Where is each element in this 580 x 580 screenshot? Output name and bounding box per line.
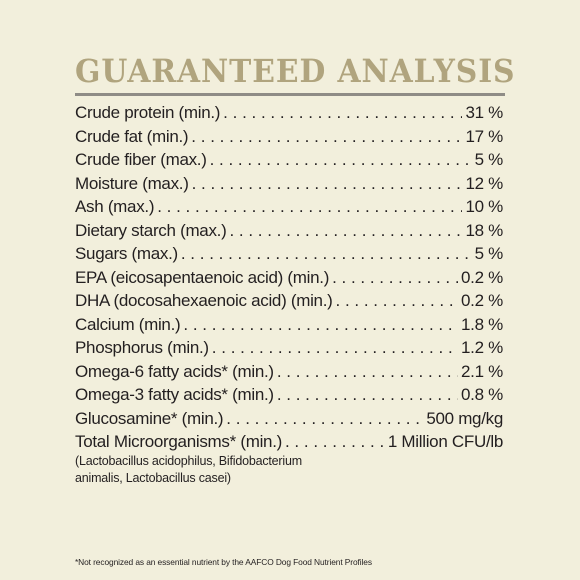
nutrient-label: Ash (max.) [75, 197, 155, 216]
nutrient-value: 0.8 % [461, 385, 503, 404]
analysis-row: Total Microorganisms* (min.) 1 Million C… [75, 430, 503, 454]
analysis-row: Omega-6 fatty acids* (min.) 2.1 % [75, 360, 503, 384]
nutrient-value: 10 % [465, 197, 503, 216]
nutrient-label: DHA (docosahexaenoic acid) (min.) [75, 291, 333, 310]
dot-leader [226, 407, 423, 431]
microorganisms-note: (Lactobacillus acidophilus, Bifidobacter… [75, 453, 302, 485]
dot-leader [229, 219, 462, 243]
dot-leader [285, 430, 385, 454]
dot-leader [192, 172, 463, 196]
nutrient-label: Glucosamine* (min.) [75, 408, 224, 428]
dot-leader [277, 360, 458, 384]
nutrient-label: Phosphorus (min.) [75, 338, 209, 357]
nutrient-label: Total Microorganisms* (min.) [75, 432, 282, 451]
nutrient-value: 0.2 % [461, 291, 503, 310]
nutrient-value: 1.2 % [461, 338, 503, 357]
dot-leader [181, 242, 472, 266]
nutrient-value: 12 % [465, 173, 503, 193]
nutrient-label: Calcium (min.) [75, 314, 181, 334]
nutrient-value: 31 % [465, 103, 503, 122]
dot-leader [277, 383, 458, 407]
nutrient-label: Dietary starch (max.) [75, 220, 227, 240]
dot-leader [183, 313, 458, 337]
nutrient-label: Crude fat (min.) [75, 126, 189, 146]
nutrient-value: 17 % [465, 126, 503, 146]
nutrient-value: 18 % [465, 220, 503, 240]
analysis-row: Sugars (max.) 5 % [75, 242, 503, 266]
nutrient-value: 5 % [474, 150, 504, 169]
nutrient-value: 1 Million CFU/lb [387, 432, 503, 451]
dot-leader [210, 148, 472, 172]
footnote: *Not recognized as an essential nutrient… [75, 557, 372, 567]
nutrient-label: Crude protein (min.) [75, 103, 221, 122]
nutrient-value: 1.8 % [461, 314, 503, 334]
analysis-row: Calcium (min.) 1.8 % [75, 313, 503, 337]
nutrient-label: Moisture (max.) [75, 173, 189, 193]
nutrient-value: 2.1 % [461, 361, 503, 381]
dot-leader [223, 101, 462, 125]
analysis-row: Ash (max.) 10 % [75, 195, 503, 219]
nutrient-label: Omega-6 fatty acids* (min.) [75, 361, 274, 381]
analysis-row: Crude protein (min.) 31 % [75, 101, 503, 125]
analysis-row: Phosphorus (min.) 1.2 % [75, 336, 503, 360]
analysis-row: Glucosamine* (min.) 500 mg/kg [75, 407, 503, 431]
analysis-row: Omega-3 fatty acids* (min.) 0.8 % [75, 383, 503, 407]
dot-leader [191, 125, 462, 149]
analysis-row: Crude fat (min.) 17 % [75, 125, 503, 149]
analysis-row: Moisture (max.) 12 % [75, 172, 503, 196]
nutrient-label: Omega-3 fatty acids* (min.) [75, 385, 274, 404]
nutrient-value: 500 mg/kg [426, 408, 503, 428]
nutrient-label: Crude fiber (max.) [75, 150, 207, 169]
dot-leader [336, 289, 459, 313]
nutrient-value: 0.2 % [461, 267, 503, 287]
nutrient-label: EPA (eicosapentaenoic acid) (min.) [75, 267, 330, 287]
dot-leader [157, 195, 462, 219]
dot-leader [332, 266, 458, 290]
title-divider [75, 93, 505, 96]
analysis-row: Crude fiber (max.) 5 % [75, 148, 503, 172]
analysis-table: Crude protein (min.) 31 % Crude fat (min… [75, 101, 503, 487]
dot-leader [212, 336, 458, 360]
analysis-row: DHA (docosahexaenoic acid) (min.) 0.2 % [75, 289, 503, 313]
analysis-row: EPA (eicosapentaenoic acid) (min.) 0.2 % [75, 266, 503, 290]
page-title: GUARANTEED ANALYSIS [75, 52, 516, 90]
analysis-row: Dietary starch (max.) 18 % [75, 219, 503, 243]
nutrient-value: 5 % [474, 244, 504, 263]
nutrient-label: Sugars (max.) [75, 244, 178, 263]
